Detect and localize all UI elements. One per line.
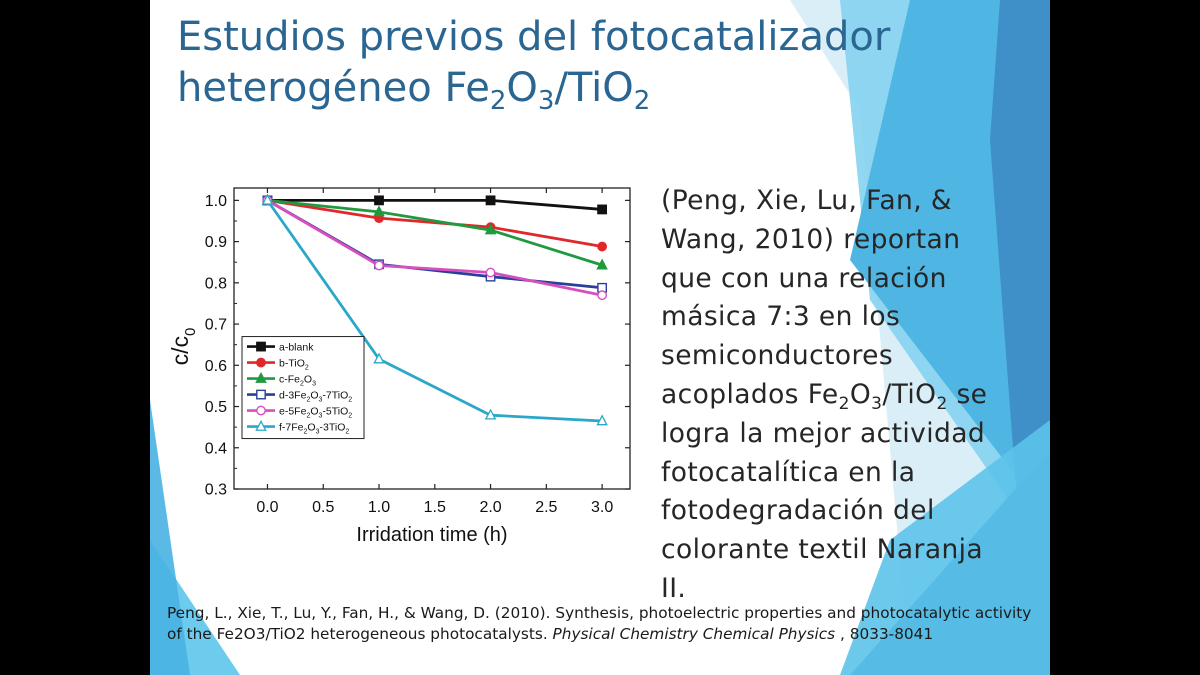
data-point: [374, 195, 384, 206]
background-decoration: [150, 0, 1050, 675]
y-tick-label: 0.7: [205, 317, 227, 334]
x-tick-label: 2.0: [479, 499, 501, 516]
series-line: [266, 199, 603, 423]
y-axis-label: c/c0: [167, 328, 199, 366]
body-line: semiconductores: [661, 340, 894, 372]
y-tick-label: 0.5: [205, 399, 227, 416]
title-line-1: Estudios previos del fotocatalizador: [177, 14, 891, 60]
x-axis-label: Irridation time (h): [356, 524, 507, 546]
x-tick-label: 0.0: [256, 499, 278, 516]
data-point: [374, 260, 384, 271]
legend-label: a-blank: [279, 342, 314, 354]
legend-swatch-marker: [256, 341, 266, 352]
body-line: que con una relación: [661, 262, 947, 294]
x-tick-label: 1.5: [424, 499, 446, 516]
journal-name: Physical Chemistry Chemical Physics: [552, 624, 836, 643]
y-tick-label: 1.0: [205, 193, 227, 210]
data-point: [596, 258, 608, 270]
legend-box: [241, 336, 365, 440]
body-line: acoplados Fe2O3/TiO2 se: [661, 378, 988, 414]
y-tick-label: 0.9: [205, 234, 227, 251]
x-tick-label: 1.0: [368, 499, 390, 516]
body-line: fotocatalítica en la: [661, 456, 916, 488]
degradation-chart: 0.3 0.4 0.5 0.6 0.7 0.8 0.9 1.0 0.0 0.5 1.0 1.5 2.0 2…: [167, 187, 631, 546]
data-point: [485, 195, 496, 206]
legend-label: b-TiO2: [279, 358, 309, 372]
body-line: Wang, 2010) reportan: [661, 223, 961, 255]
deco-shape-8: [150, 400, 190, 675]
x-tick-label: 3.0: [591, 499, 613, 516]
body-paragraph: (Peng, Xie, Lu, Fan, & Wang, 2010) repor…: [661, 182, 1031, 609]
x-tick-label: 0.5: [312, 499, 334, 516]
legend-swatch-marker: [256, 357, 266, 368]
body-line: logra la mejor actividad: [661, 417, 986, 449]
y-tick-label: 0.8: [205, 275, 227, 292]
legend-label: f-7Fe2O3-3TiO2: [279, 422, 349, 436]
legend-swatch-marker: [256, 405, 266, 416]
y-tick-label: 0.4: [205, 440, 227, 457]
data-point: [597, 204, 608, 215]
legend-swatch-marker: [256, 389, 266, 400]
deco-shape-6: [840, 420, 1050, 675]
title-line-2: heterogéneo Fe2O3/TiO2: [177, 65, 651, 116]
data-point: [373, 205, 385, 217]
body-line: fotodegradación del: [661, 495, 935, 527]
legend-swatch-marker: [255, 419, 267, 431]
body-line: (Peng, Xie, Lu, Fan, &: [661, 185, 952, 216]
legend-swatch-marker: [255, 371, 267, 383]
legend-label: d-3Fe2O3-7TiO2: [279, 390, 352, 404]
data-point: [596, 414, 608, 426]
series-4: [262, 195, 608, 301]
body-line: másica 7:3 en los: [661, 301, 901, 333]
series-5: [261, 193, 608, 426]
series-line: [266, 199, 603, 297]
data-point: [597, 290, 608, 301]
legend-label: c-Fe2O3: [279, 374, 316, 388]
x-tick-label: 2.5: [535, 499, 557, 516]
body-line: colorante textil Naranja: [661, 534, 984, 566]
data-point: [373, 352, 385, 364]
data-point: [484, 408, 497, 420]
body-line: II.: [661, 572, 687, 604]
y-tick-label: 0.6: [205, 358, 227, 375]
series-line: [267, 198, 603, 248]
series-line: [267, 198, 603, 211]
slide-title: Estudios previos del fotocatalizador het…: [177, 12, 897, 114]
data-point: [261, 193, 274, 205]
y-tick-label: 0.3: [205, 482, 227, 499]
legend-label: e-5Fe2O3-5TiO2: [279, 406, 352, 420]
data-point: [597, 241, 608, 252]
series-line: [267, 198, 603, 267]
data-point: [484, 223, 497, 235]
slide: Estudios previos del fotocatalizador het…: [150, 0, 1050, 675]
data-point: [485, 267, 496, 278]
reference-citation: Peng, L., Xie, T., Lu, Y., Fan, H., & Wa…: [167, 604, 1032, 643]
